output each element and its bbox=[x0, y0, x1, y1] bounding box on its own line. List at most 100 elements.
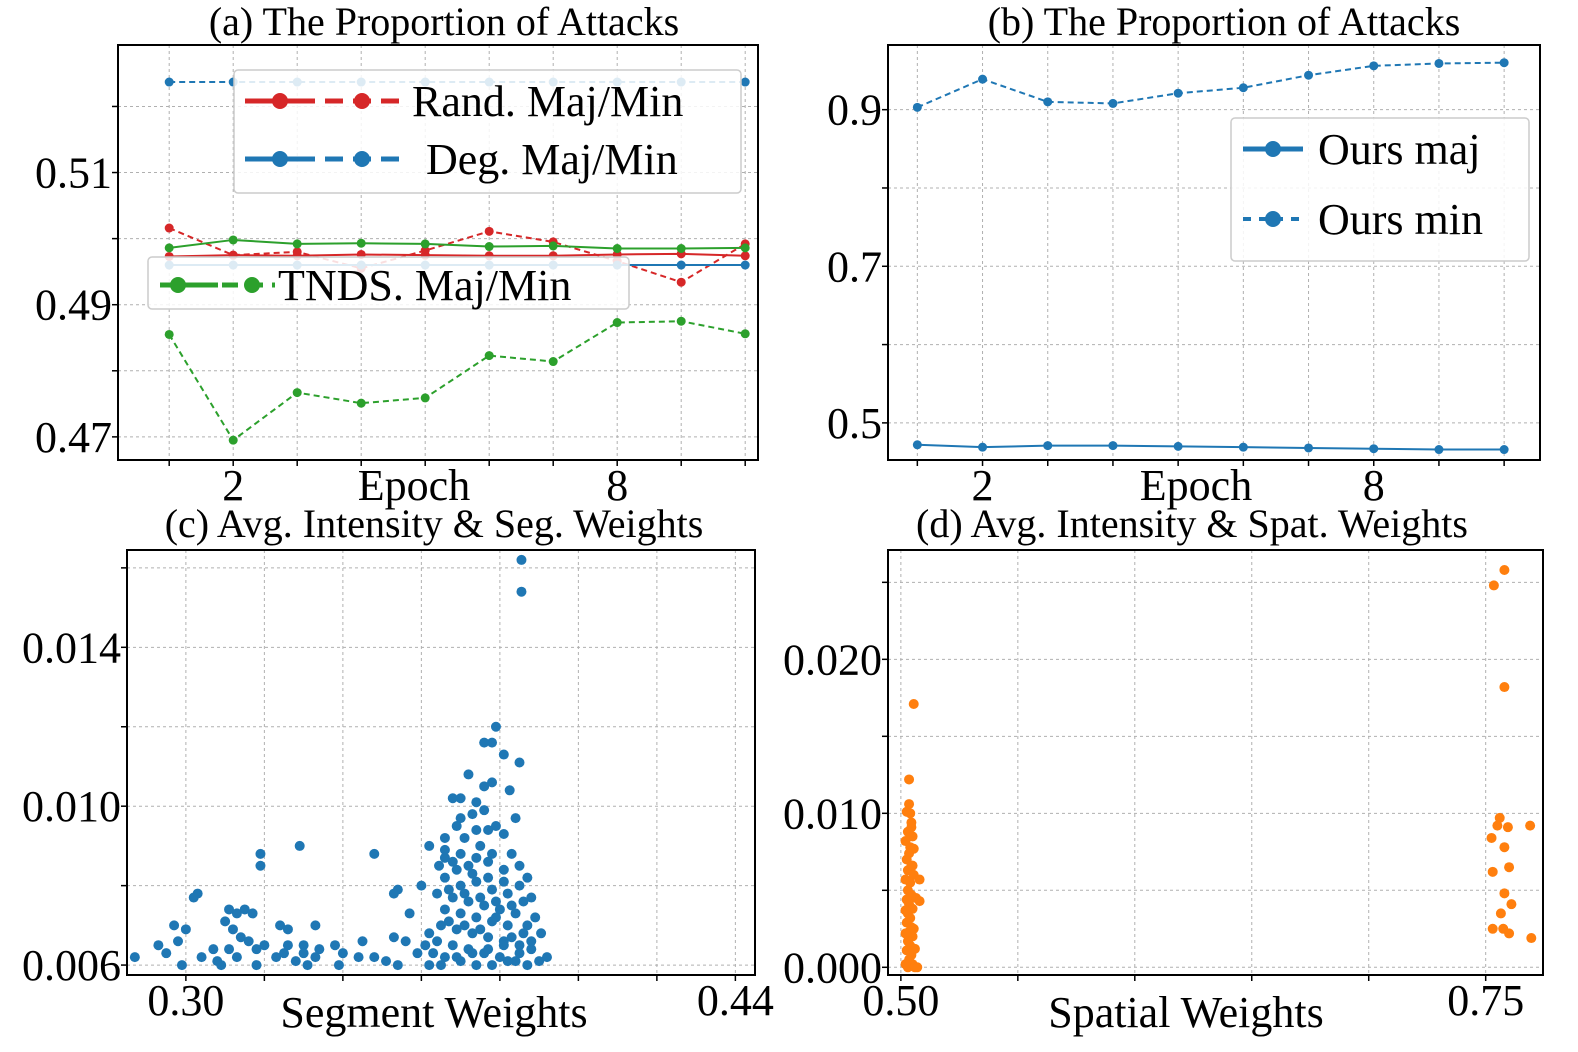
data-point bbox=[548, 241, 558, 251]
y-tick-label: 0.006 bbox=[22, 941, 121, 990]
scatter-point bbox=[526, 892, 537, 903]
scatter-point bbox=[310, 952, 321, 963]
scatter-point bbox=[259, 940, 270, 951]
data-point bbox=[292, 247, 302, 257]
scatter-point bbox=[392, 960, 403, 971]
scatter-point bbox=[516, 554, 527, 565]
scatter-point bbox=[455, 813, 466, 824]
scatter-point bbox=[369, 848, 380, 859]
scatter-point bbox=[1494, 812, 1505, 823]
scatter-point bbox=[541, 952, 552, 963]
scatter-point bbox=[522, 872, 533, 883]
data-point bbox=[740, 251, 750, 261]
data-point bbox=[356, 398, 366, 408]
data-point bbox=[1304, 70, 1314, 80]
scatter-point bbox=[467, 928, 478, 939]
scatter-point bbox=[275, 920, 286, 931]
scatter-point bbox=[420, 940, 431, 951]
scatter-point bbox=[498, 864, 509, 875]
scatter-point bbox=[451, 864, 462, 875]
scatter-point bbox=[310, 920, 321, 931]
data-point bbox=[1173, 441, 1183, 451]
scatter-point bbox=[487, 848, 498, 859]
data-point bbox=[1434, 445, 1444, 455]
scatter-point bbox=[439, 844, 450, 855]
data-point bbox=[676, 260, 686, 270]
scatter-point bbox=[475, 924, 486, 935]
scatter-point bbox=[905, 877, 916, 888]
scatter-point bbox=[400, 936, 411, 947]
scatter-point bbox=[153, 940, 164, 951]
scatter-point bbox=[294, 840, 305, 851]
scatter-point bbox=[302, 960, 313, 971]
plot-frame bbox=[887, 549, 1544, 976]
data-point bbox=[612, 244, 622, 254]
scatter-point bbox=[455, 793, 466, 804]
scatter-point bbox=[333, 960, 344, 971]
scatter-point bbox=[436, 960, 446, 971]
scatter-point bbox=[271, 952, 282, 963]
scatter-point bbox=[498, 940, 509, 951]
scatter-point bbox=[424, 928, 435, 939]
scatter-point bbox=[1499, 842, 1510, 853]
panel-b-x-axis-label: Epoch bbox=[1140, 461, 1252, 510]
panel-a-x-axis-label: Epoch bbox=[358, 461, 470, 510]
y-tick-label: 0.7 bbox=[827, 242, 882, 291]
data-point bbox=[740, 77, 750, 87]
scatter-point bbox=[498, 876, 509, 887]
scatter-point bbox=[255, 848, 266, 859]
data-point bbox=[356, 238, 366, 248]
data-point bbox=[912, 102, 922, 112]
panel-c-title: (c) Avg. Intensity & Seg. Weights bbox=[165, 501, 704, 546]
scatter-point bbox=[467, 868, 478, 879]
scatter-point bbox=[447, 856, 458, 867]
panel-a-title: (a) The Proportion of Attacks bbox=[209, 0, 679, 44]
data-point bbox=[1369, 61, 1379, 71]
data-point bbox=[676, 277, 686, 287]
legend-marker-tnds-dashed bbox=[244, 277, 260, 293]
scatter-point bbox=[483, 825, 494, 836]
scatter-point bbox=[224, 904, 235, 915]
data-point bbox=[1238, 83, 1248, 93]
x-tick-label: 0.44 bbox=[697, 976, 774, 1025]
panel-b-legend-box bbox=[1230, 117, 1530, 262]
scatter-point bbox=[388, 888, 399, 899]
scatter-point bbox=[404, 908, 415, 919]
scatter-point bbox=[471, 960, 482, 971]
data-point bbox=[292, 239, 302, 249]
data-point bbox=[1108, 98, 1118, 108]
scatter-point bbox=[909, 943, 920, 954]
scatter-point bbox=[483, 856, 494, 867]
scatter-point bbox=[463, 769, 474, 780]
scatter-point bbox=[282, 940, 293, 951]
data-point bbox=[1499, 58, 1509, 68]
panel-c-x-axis-label: Segment Weights bbox=[280, 988, 587, 1037]
scatter-point bbox=[483, 932, 494, 943]
scatter-point bbox=[1492, 820, 1503, 831]
scatter-point bbox=[502, 956, 513, 967]
data-point bbox=[164, 77, 174, 87]
scatter-point bbox=[388, 932, 399, 943]
scatter-point bbox=[506, 900, 517, 911]
scatter-point bbox=[463, 860, 474, 871]
data-point bbox=[676, 316, 686, 326]
panel-a-legend-2: TNDS. Maj/Min bbox=[147, 256, 630, 310]
scatter-point bbox=[487, 960, 498, 971]
scatter-point bbox=[1526, 933, 1537, 944]
scatter-point bbox=[224, 944, 235, 955]
data-point bbox=[164, 329, 174, 339]
legend-marker-rand-solid bbox=[272, 93, 288, 109]
scatter-point bbox=[239, 904, 250, 915]
scatter-point bbox=[530, 912, 541, 923]
data-point bbox=[978, 74, 988, 84]
x-tick-label: 8 bbox=[606, 461, 628, 510]
data-point bbox=[164, 243, 174, 253]
scatter-point bbox=[514, 940, 525, 951]
x-tick-label: 0.75 bbox=[1447, 976, 1524, 1025]
scatter-point bbox=[900, 905, 911, 916]
data-point bbox=[676, 244, 686, 254]
series-line-blue-solid bbox=[917, 443, 1505, 451]
scatter-point bbox=[455, 908, 466, 919]
scatter-point bbox=[432, 936, 443, 947]
scatter-point bbox=[337, 948, 348, 959]
